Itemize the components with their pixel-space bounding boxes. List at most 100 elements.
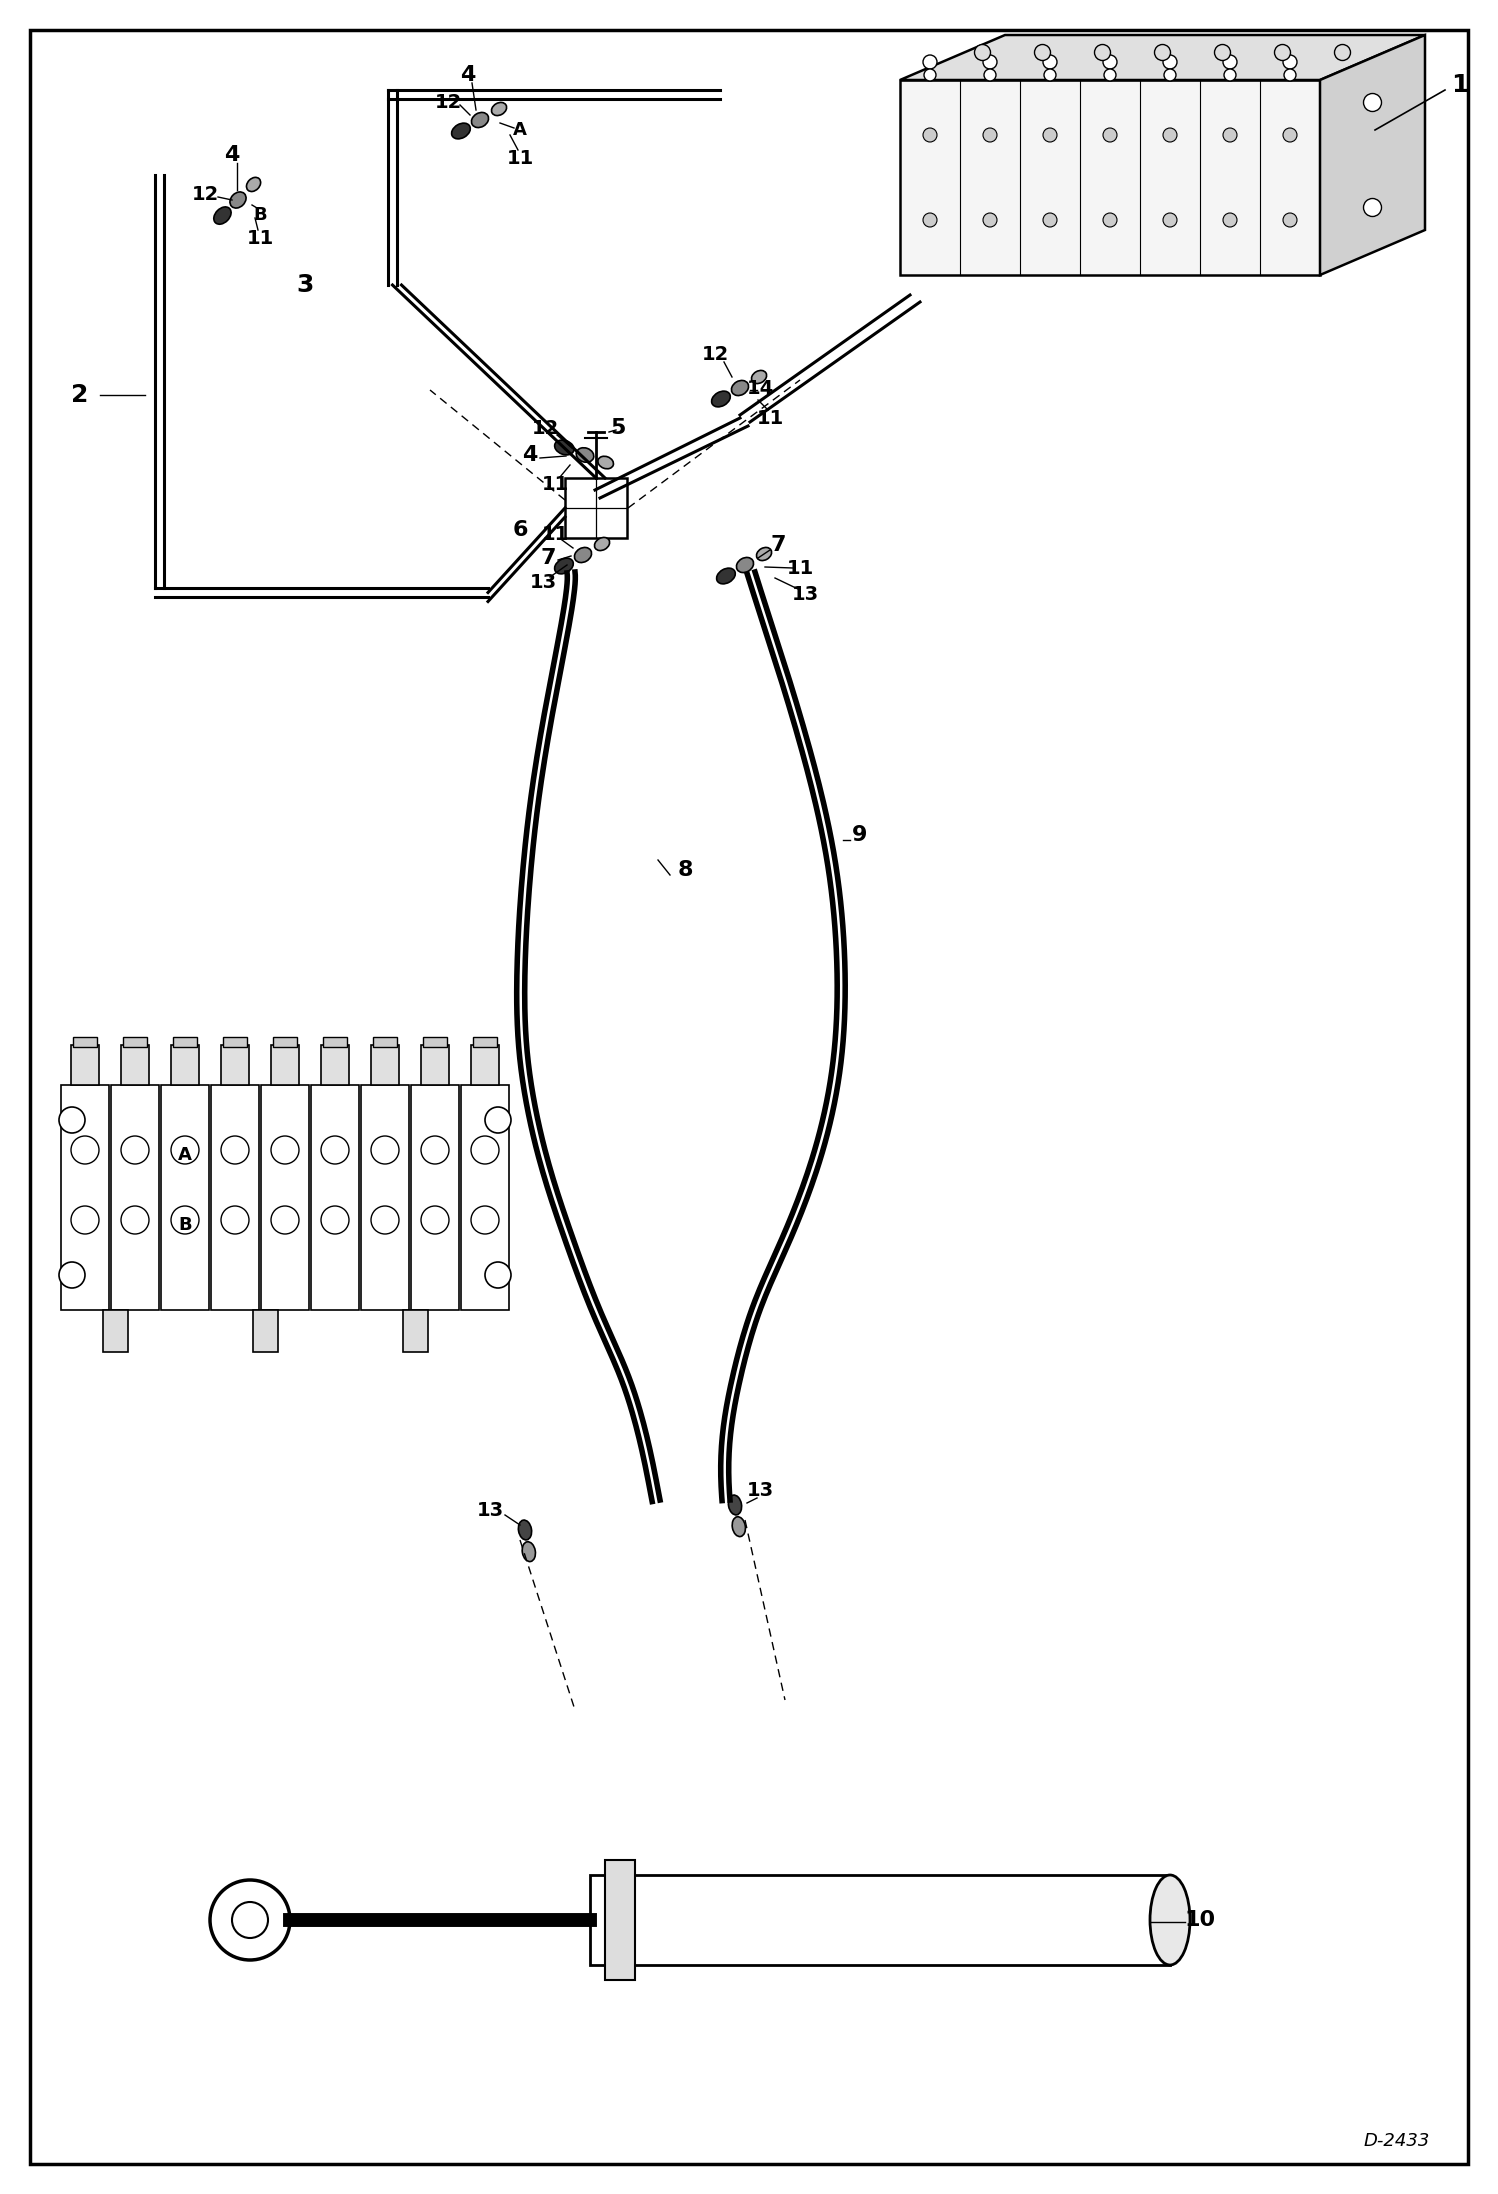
Circle shape <box>372 1136 398 1165</box>
Circle shape <box>1222 127 1237 143</box>
Text: 11: 11 <box>756 408 783 428</box>
Polygon shape <box>1320 35 1425 274</box>
Text: 12: 12 <box>701 344 728 364</box>
Circle shape <box>1282 127 1297 143</box>
Bar <box>271 1044 298 1086</box>
Circle shape <box>975 44 990 61</box>
Bar <box>72 1044 99 1086</box>
Circle shape <box>1222 213 1237 226</box>
Circle shape <box>58 1108 85 1132</box>
Bar <box>102 1310 127 1352</box>
Text: 11: 11 <box>541 476 569 494</box>
Text: 11: 11 <box>246 228 274 248</box>
Circle shape <box>232 1902 268 1937</box>
Ellipse shape <box>733 1516 746 1536</box>
Circle shape <box>321 1207 349 1233</box>
Text: B: B <box>178 1215 192 1233</box>
Circle shape <box>924 68 936 81</box>
Ellipse shape <box>523 1542 535 1562</box>
Circle shape <box>1104 68 1116 81</box>
Bar <box>403 1310 427 1352</box>
Circle shape <box>58 1262 85 1288</box>
Text: 11: 11 <box>786 559 813 577</box>
Text: 12: 12 <box>532 419 559 437</box>
Bar <box>421 1044 449 1086</box>
Circle shape <box>1224 68 1236 81</box>
Bar <box>424 1038 446 1047</box>
Circle shape <box>983 213 998 226</box>
Text: 11: 11 <box>541 527 569 544</box>
Bar <box>253 1310 277 1352</box>
Ellipse shape <box>229 191 246 208</box>
Text: A: A <box>512 121 527 138</box>
Bar <box>121 1044 148 1086</box>
Bar <box>61 1086 109 1310</box>
Ellipse shape <box>716 568 736 584</box>
Bar <box>605 1861 635 1979</box>
Text: 6: 6 <box>512 520 527 540</box>
Bar <box>160 1086 210 1310</box>
Ellipse shape <box>598 456 614 470</box>
Bar <box>410 1086 458 1310</box>
Bar <box>324 1038 346 1047</box>
Circle shape <box>321 1136 349 1165</box>
Bar <box>222 1044 249 1086</box>
Circle shape <box>372 1207 398 1233</box>
Text: 11: 11 <box>506 149 533 167</box>
Text: 13: 13 <box>529 573 557 592</box>
Text: 1: 1 <box>1452 72 1468 97</box>
Text: 7: 7 <box>770 535 786 555</box>
Bar <box>73 1038 97 1047</box>
Circle shape <box>421 1136 449 1165</box>
Ellipse shape <box>577 448 593 463</box>
Bar <box>261 1086 309 1310</box>
Bar <box>900 79 1320 274</box>
Circle shape <box>485 1108 511 1132</box>
Ellipse shape <box>1150 1876 1189 1966</box>
Ellipse shape <box>214 206 231 224</box>
Circle shape <box>1043 127 1058 143</box>
Circle shape <box>1155 44 1170 61</box>
Ellipse shape <box>491 103 506 116</box>
Text: 13: 13 <box>791 586 818 606</box>
Circle shape <box>1215 44 1230 61</box>
Ellipse shape <box>756 548 771 559</box>
Circle shape <box>222 1136 249 1165</box>
Text: 13: 13 <box>746 1481 773 1499</box>
Text: 12: 12 <box>434 92 461 112</box>
Circle shape <box>222 1207 249 1233</box>
Circle shape <box>470 1136 499 1165</box>
Ellipse shape <box>712 391 731 406</box>
Bar <box>111 1086 159 1310</box>
Ellipse shape <box>574 548 592 562</box>
Text: A: A <box>178 1145 192 1165</box>
Text: 4: 4 <box>460 66 476 86</box>
Circle shape <box>271 1207 300 1233</box>
Text: B: B <box>253 206 267 224</box>
Circle shape <box>485 1262 511 1288</box>
Circle shape <box>271 1136 300 1165</box>
Circle shape <box>1044 68 1056 81</box>
Text: 3: 3 <box>297 272 313 296</box>
Circle shape <box>421 1207 449 1233</box>
Circle shape <box>984 68 996 81</box>
Text: 5: 5 <box>610 419 626 439</box>
Bar <box>211 1086 259 1310</box>
Circle shape <box>70 1136 99 1165</box>
Circle shape <box>1103 213 1118 226</box>
Bar <box>361 1086 409 1310</box>
Circle shape <box>1095 44 1110 61</box>
Circle shape <box>1282 213 1297 226</box>
Text: 12: 12 <box>192 186 219 204</box>
Circle shape <box>1284 68 1296 81</box>
Circle shape <box>70 1207 99 1233</box>
Bar <box>373 1038 397 1047</box>
Circle shape <box>1282 55 1297 68</box>
Text: 8: 8 <box>677 860 692 880</box>
Circle shape <box>1335 44 1351 61</box>
Circle shape <box>171 1207 199 1233</box>
Circle shape <box>1162 55 1177 68</box>
Circle shape <box>1275 44 1290 61</box>
Circle shape <box>1363 197 1381 217</box>
Ellipse shape <box>518 1520 532 1540</box>
